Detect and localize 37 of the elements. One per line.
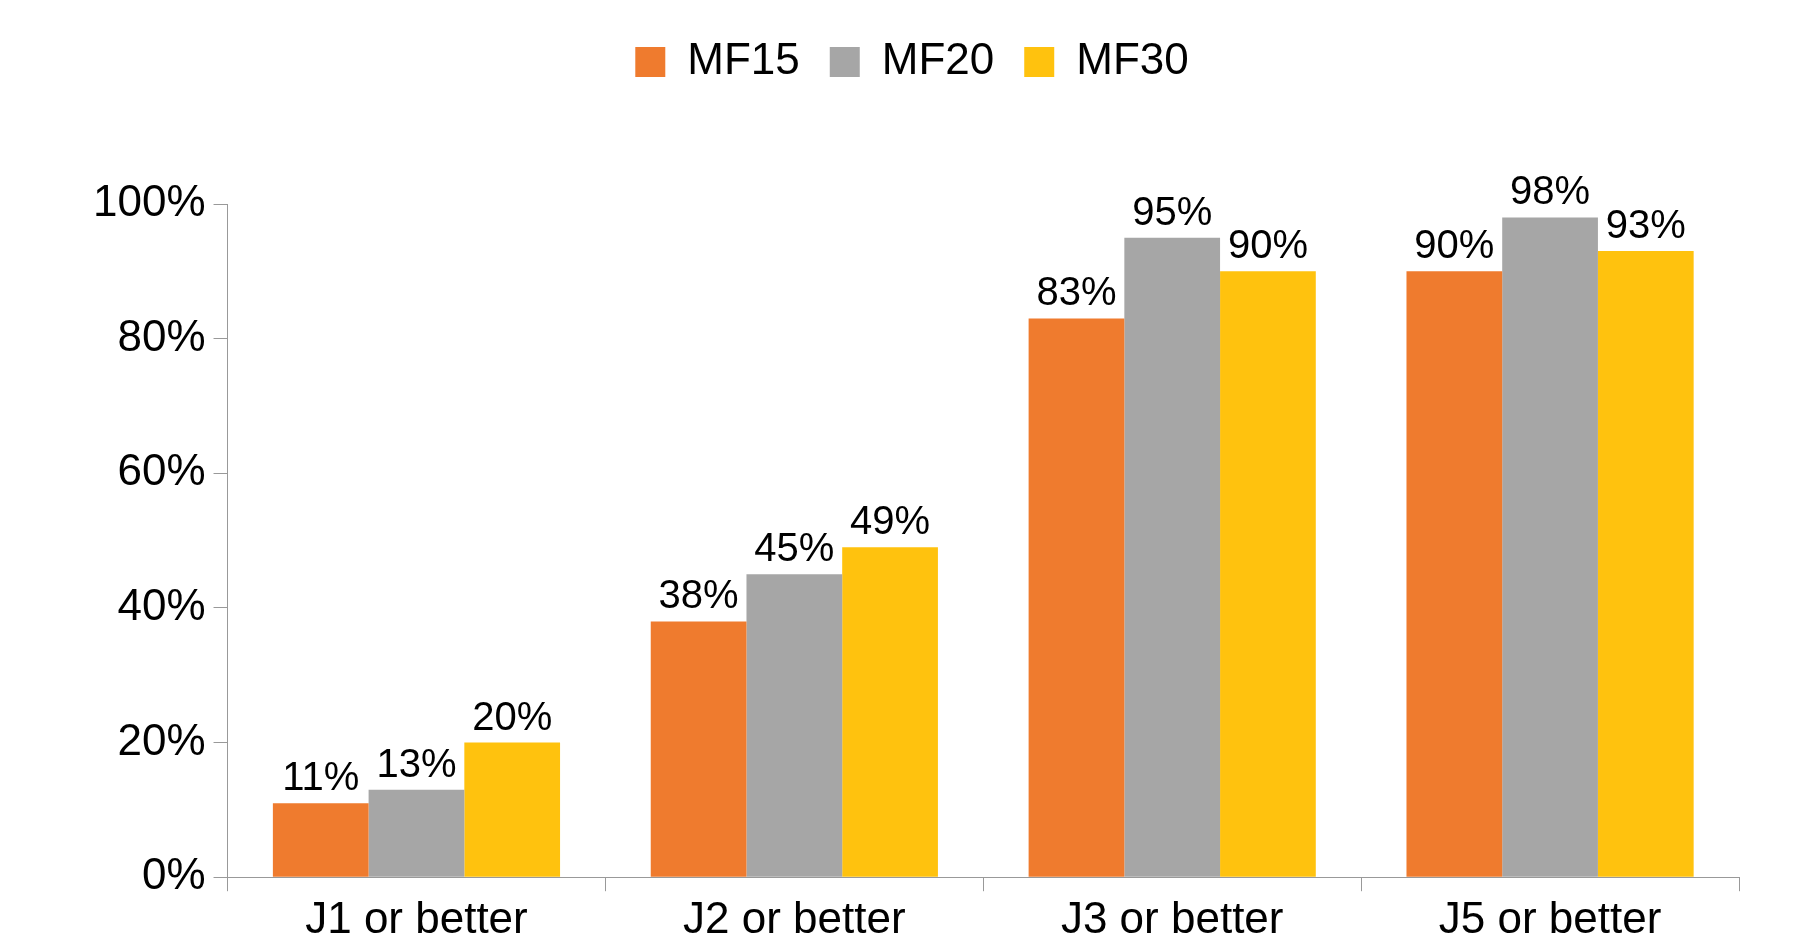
data-label: 83% [1036,269,1117,314]
bar [1028,318,1125,877]
data-label: 45% [754,525,835,570]
legend-label: MF30 [1076,34,1189,84]
bar [272,803,369,877]
bar [842,547,938,877]
data-label: 20% [472,693,553,738]
bar [1406,271,1503,877]
data-label: 49% [850,498,931,543]
x-tick-label: J5 or better [1438,892,1662,942]
y-tick-label: 0% [141,849,206,899]
bar [368,789,465,877]
data-label: 90% [1227,222,1308,267]
bar [1597,251,1694,877]
bar [1124,237,1221,877]
x-tick-label: J3 or better [1060,892,1284,942]
data-label: 93% [1605,202,1686,247]
data-label: 90% [1414,222,1495,267]
data-label: 98% [1510,168,1591,213]
y-tick-label: 100% [92,176,206,226]
bar [1220,271,1316,877]
y-tick-label: 60% [117,445,206,495]
bar [1502,217,1598,877]
bar [464,742,561,877]
x-tick-label: J2 or better [683,892,906,942]
legend-label: MF20 [881,34,995,84]
data-label: 95% [1132,188,1213,233]
y-tick-label: 20% [117,714,206,764]
y-tick-label: 40% [117,580,206,630]
data-label: 11% [282,754,360,799]
bar [650,621,747,877]
y-tick-label: 80% [117,310,206,360]
data-label: 38% [658,572,739,617]
data-label: 13% [376,740,457,785]
bar [746,574,843,877]
x-tick-label: J1 or better [305,892,528,942]
legend-label: MF15 [687,34,800,84]
